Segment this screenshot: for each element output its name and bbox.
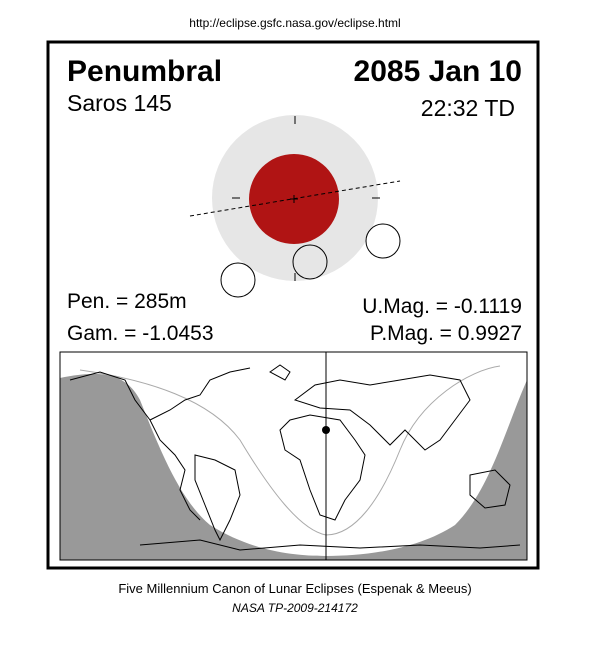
- eclipse-date: 2085 Jan 10: [354, 55, 522, 88]
- canon-title: Five Millennium Canon of Lunar Eclipses …: [118, 581, 471, 596]
- coastlines: [69, 364, 521, 551]
- publication: NASA TP-2009-214172: [232, 601, 358, 615]
- sub-moon-point: [322, 426, 330, 434]
- saros: Saros 145: [67, 90, 172, 116]
- gamma: Gam. = -1.0453: [67, 322, 214, 345]
- moon-first-contact: [220, 262, 256, 298]
- eclipse-type: Penumbral: [67, 55, 222, 88]
- eclipse-geometry: [189, 115, 401, 298]
- map-border: [59, 351, 528, 561]
- frame: [46, 40, 540, 570]
- moon-last-contact: [365, 223, 401, 259]
- penumbral-duration: Pen. = 285m: [67, 290, 187, 313]
- map-visible-region: [60, 352, 527, 556]
- moon-greatest: [292, 244, 328, 280]
- umbral-magnitude: U.Mag. = -0.1119: [362, 295, 522, 318]
- source-url: http://eclipse.gsfc.nasa.gov/eclipse.htm…: [189, 16, 400, 30]
- world-map: [59, 351, 528, 561]
- penumbral-magnitude: P.Mag. = 0.9927: [370, 322, 522, 345]
- eclipse-time: 22:32 TD: [421, 95, 515, 121]
